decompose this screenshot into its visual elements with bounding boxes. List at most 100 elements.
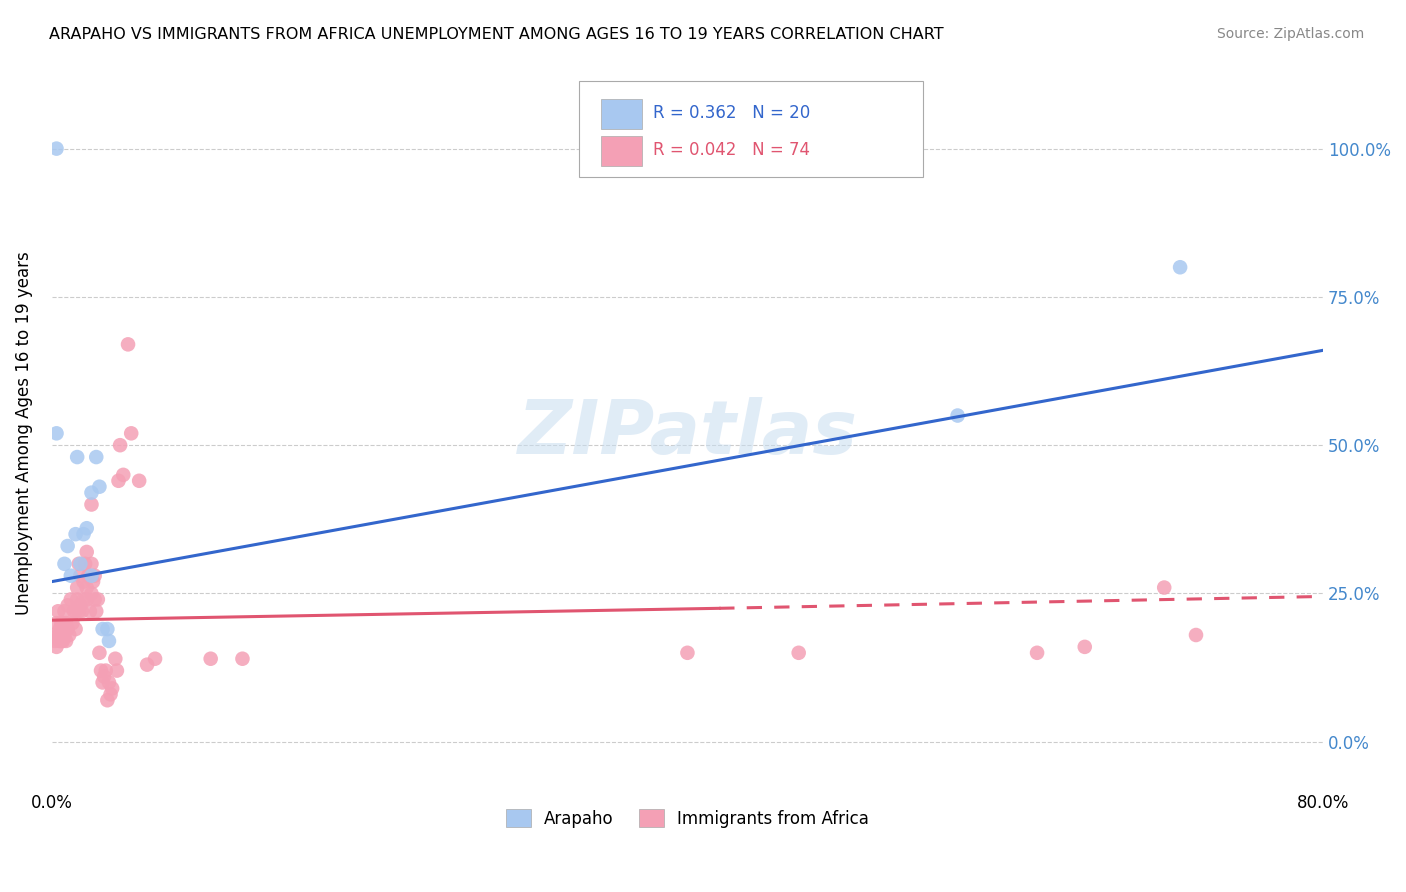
- Point: [80, 485, 103, 500]
- Point: [72, 592, 94, 607]
- Point: [72, 574, 94, 589]
- Point: [51, 616, 73, 631]
- Point: [55, 616, 77, 631]
- Point: [101, 681, 124, 696]
- Point: [56, 622, 79, 636]
- Point: [46, 628, 69, 642]
- Point: [51, 634, 73, 648]
- Point: [946, 409, 969, 423]
- Point: [66, 592, 89, 607]
- Point: [96, 622, 118, 636]
- Point: [90, 664, 112, 678]
- Legend: Arapaho, Immigrants from Africa: Arapaho, Immigrants from Africa: [499, 803, 876, 834]
- Point: [66, 450, 89, 464]
- Point: [45, 426, 67, 441]
- Point: [1185, 628, 1208, 642]
- Point: [59, 568, 82, 582]
- Text: ARAPAHO VS IMMIGRANTS FROM AFRICA UNEMPLOYMENT AMONG AGES 16 TO 19 YEARS CORRELA: ARAPAHO VS IMMIGRANTS FROM AFRICA UNEMPL…: [49, 27, 943, 42]
- Point: [79, 604, 101, 618]
- Point: [231, 651, 253, 665]
- Point: [84, 604, 107, 618]
- FancyBboxPatch shape: [579, 81, 922, 178]
- Text: ZIPatlas: ZIPatlas: [517, 397, 858, 470]
- Point: [52, 616, 75, 631]
- Point: [76, 521, 98, 535]
- Point: [77, 568, 100, 582]
- Point: [97, 634, 120, 648]
- Point: [42, 628, 65, 642]
- Point: [45, 142, 67, 156]
- Point: [53, 557, 76, 571]
- Point: [89, 480, 111, 494]
- Point: [69, 599, 91, 613]
- FancyBboxPatch shape: [600, 99, 641, 128]
- Point: [80, 568, 103, 582]
- Point: [120, 426, 142, 441]
- Text: R = 0.042   N = 74: R = 0.042 N = 74: [654, 141, 810, 159]
- Point: [84, 450, 107, 464]
- Point: [69, 568, 91, 582]
- Point: [56, 599, 79, 613]
- Point: [44, 634, 66, 648]
- Point: [1074, 640, 1097, 654]
- Point: [45, 616, 67, 631]
- Point: [91, 675, 114, 690]
- Point: [1026, 646, 1049, 660]
- Point: [112, 467, 135, 482]
- Point: [128, 474, 150, 488]
- Point: [55, 634, 77, 648]
- Point: [58, 628, 80, 642]
- Point: [83, 568, 105, 582]
- Point: [96, 693, 118, 707]
- Point: [80, 586, 103, 600]
- Point: [48, 634, 70, 648]
- Point: [75, 557, 97, 571]
- Point: [46, 604, 69, 618]
- Point: [56, 539, 79, 553]
- Point: [52, 634, 75, 648]
- Point: [65, 527, 87, 541]
- Point: [136, 657, 159, 672]
- Text: R = 0.362   N = 20: R = 0.362 N = 20: [654, 104, 810, 122]
- Point: [67, 557, 90, 571]
- Point: [82, 574, 104, 589]
- Point: [59, 592, 82, 607]
- Point: [117, 337, 139, 351]
- Point: [48, 622, 70, 636]
- Point: [787, 646, 810, 660]
- Point: [100, 687, 122, 701]
- Point: [65, 622, 87, 636]
- Point: [94, 664, 117, 678]
- Point: [93, 669, 115, 683]
- Point: [107, 474, 129, 488]
- Point: [53, 604, 76, 618]
- Point: [97, 675, 120, 690]
- Point: [87, 592, 110, 607]
- Point: [91, 622, 114, 636]
- Point: [76, 581, 98, 595]
- Point: [66, 581, 89, 595]
- Point: [104, 651, 127, 665]
- Point: [676, 646, 699, 660]
- Point: [72, 527, 94, 541]
- Point: [83, 592, 105, 607]
- Point: [69, 557, 91, 571]
- Point: [76, 545, 98, 559]
- Point: [67, 604, 90, 618]
- Point: [65, 604, 87, 618]
- Point: [63, 604, 86, 618]
- Point: [80, 557, 103, 571]
- Point: [76, 592, 98, 607]
- FancyBboxPatch shape: [600, 136, 641, 166]
- Text: Source: ZipAtlas.com: Source: ZipAtlas.com: [1216, 27, 1364, 41]
- Point: [1153, 581, 1175, 595]
- Point: [89, 646, 111, 660]
- Point: [200, 651, 222, 665]
- Point: [108, 438, 131, 452]
- Point: [53, 628, 76, 642]
- Point: [596, 142, 619, 156]
- Point: [70, 604, 93, 618]
- Point: [80, 498, 103, 512]
- Point: [62, 616, 84, 631]
- Point: [45, 640, 67, 654]
